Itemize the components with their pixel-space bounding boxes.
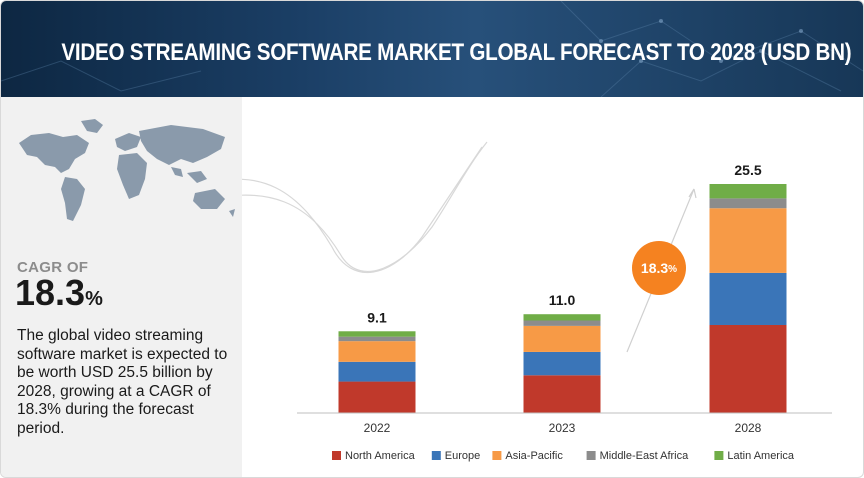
header-banner: VIDEO STREAMING SOFTWARE MARKET GLOBAL F…: [1, 1, 863, 97]
legend-swatch-0: [332, 451, 341, 460]
bar-2023-series-3: [523, 320, 601, 326]
legend-label-0: North America: [345, 450, 416, 462]
bar-2028-series-2: [709, 208, 787, 273]
bar-2022-series-4: [338, 331, 416, 337]
bar-2028-series-4: [709, 184, 787, 199]
bar-2022-series-2: [338, 341, 416, 362]
bar-2028-series-0: [709, 324, 787, 413]
cagr-badge: 18.3%: [632, 241, 686, 295]
legend-label-4: Latin America: [727, 450, 795, 462]
cagr-number: 18.3: [15, 272, 86, 313]
bar-2022-series-3: [338, 336, 416, 342]
total-label-2023: 11.0: [549, 292, 576, 308]
total-label-2022: 9.1: [367, 309, 387, 325]
stacked-bar-chart: 9.1 2022 11.0 2023 25.5 2028 North America Eur…: [242, 141, 832, 462]
x-tick-2023: 2023: [549, 421, 576, 435]
bar-2023-series-1: [523, 351, 601, 376]
world-map-icon: [19, 119, 235, 221]
cagr-unit: %: [85, 288, 103, 310]
total-label-2028: 25.5: [734, 162, 761, 178]
legend-swatch-3: [586, 451, 596, 460]
x-tick-2028: 2028: [735, 421, 762, 435]
market-description: The global video streaming software mark…: [17, 327, 228, 437]
legend-swatch-1: [431, 451, 441, 460]
cagr-label: CAGR OF: [17, 259, 89, 276]
bar-2028-series-1: [709, 272, 787, 325]
page-title: VIDEO STREAMING SOFTWARE MARKET GLOBAL F…: [61, 39, 852, 66]
bar-2028-series-3: [709, 198, 787, 209]
legend-label-3: Middle-East Africa: [600, 450, 690, 462]
bar-2022-series-1: [338, 361, 416, 382]
bar-2022-series-0: [338, 381, 416, 413]
header-decoration: [1, 1, 863, 97]
bar-2023-series-0: [523, 375, 601, 413]
bar-2023-series-4: [523, 314, 601, 321]
legend-label-1: Europe: [445, 450, 480, 462]
badge-value: 18.3: [640, 260, 669, 276]
legend-swatch-2: [492, 451, 502, 460]
decorative-curve: [242, 141, 488, 274]
bar-2023-series-2: [523, 325, 601, 352]
cagr-value: 18.3%: [15, 275, 103, 311]
legend-swatch-4: [714, 451, 724, 460]
x-tick-2022: 2022: [364, 421, 391, 435]
badge-unit: %: [668, 264, 678, 275]
legend-label-2: Asia-Pacific: [505, 450, 563, 462]
